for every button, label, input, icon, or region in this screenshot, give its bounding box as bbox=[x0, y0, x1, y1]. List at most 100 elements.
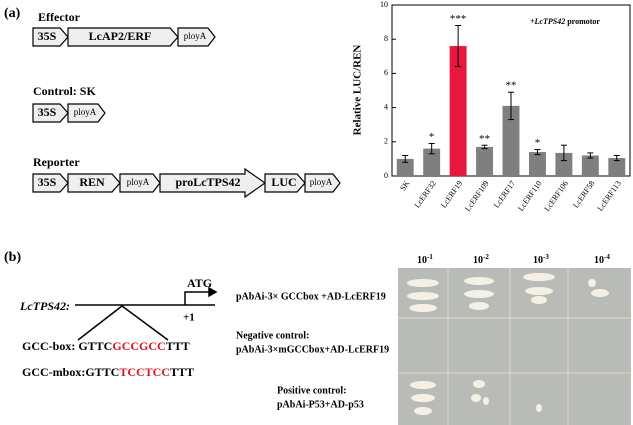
x-tick-label: LcERF32 bbox=[413, 179, 438, 210]
x-tick-label: SK bbox=[398, 179, 411, 193]
y-tick-label: 10 bbox=[380, 0, 388, 9]
seq-label: GCC-box: bbox=[22, 339, 78, 353]
significance-label: ** bbox=[479, 133, 490, 145]
part bbox=[67, 27, 179, 47]
part bbox=[264, 173, 306, 193]
error-bar bbox=[560, 144, 567, 162]
part-label: LUC bbox=[271, 175, 296, 189]
dilution-label: 10-2 bbox=[473, 253, 489, 267]
colony bbox=[414, 407, 432, 415]
colony bbox=[591, 289, 609, 297]
y-tick-label: 8 bbox=[384, 34, 388, 43]
annotation-text: promotor bbox=[565, 17, 600, 26]
seq-label: GCC-mbox: bbox=[22, 365, 85, 379]
section-title: Effector bbox=[38, 10, 81, 24]
panel-label: (b) bbox=[4, 250, 21, 265]
part bbox=[32, 27, 69, 47]
dilution-exp: -1 bbox=[427, 253, 433, 261]
error-bar bbox=[534, 148, 541, 156]
x-tick-label: LcERF17 bbox=[492, 179, 517, 210]
bar bbox=[555, 152, 573, 176]
bar-chart: Relative LUC/REN +LcTPS42 promotor 0 2 4 6 8… bbox=[352, 0, 631, 213]
part bbox=[159, 167, 267, 199]
dilution-base: 10 bbox=[533, 255, 543, 266]
x-tick-label: LcERF113 bbox=[596, 179, 623, 213]
seq: TTT bbox=[170, 365, 194, 379]
gcc-mbox: GCC-mbox:GTTCTCCTCCTTT bbox=[22, 365, 194, 379]
y-tick-label: 0 bbox=[384, 171, 388, 180]
part bbox=[177, 27, 216, 47]
row-label: pAbAi-3× GCCbox +AD-LcERF19 bbox=[236, 291, 386, 302]
reporter-construct: 35S REN ployA proLcTPS42 LUC ployA bbox=[32, 167, 341, 199]
row-label: Positive control: bbox=[277, 385, 347, 396]
error-bar bbox=[402, 154, 409, 163]
part-label: ployA bbox=[184, 31, 207, 41]
colony bbox=[407, 292, 439, 300]
bar bbox=[528, 152, 546, 176]
part bbox=[32, 103, 69, 123]
significance-label: *** bbox=[450, 13, 467, 25]
part bbox=[67, 173, 121, 193]
gcc-box: GCC-box: GTTCGCCGCCTTT bbox=[22, 339, 190, 353]
dilution-base: 10 bbox=[594, 255, 604, 266]
seq-motif: TCCTCC bbox=[119, 365, 170, 379]
significance-label: ** bbox=[506, 80, 517, 92]
start-codon: ATG bbox=[187, 276, 212, 290]
y-tick-label: 6 bbox=[384, 68, 388, 77]
y-tick-label: 2 bbox=[384, 137, 388, 146]
seq-motif: GCCGCC bbox=[112, 339, 165, 353]
colony bbox=[464, 290, 494, 298]
row-label: pAbAi-3×mGCCbox+AD-LcERF19 bbox=[236, 344, 389, 355]
error-bar bbox=[428, 143, 435, 155]
bar bbox=[608, 158, 626, 176]
bar bbox=[449, 46, 467, 176]
part-label: ployA bbox=[74, 107, 97, 117]
dilution-exp: -4 bbox=[604, 253, 610, 261]
part-label: REN bbox=[79, 175, 105, 189]
x-tick-label: LcERF19 bbox=[439, 179, 464, 210]
section-title: Reporter bbox=[33, 155, 80, 169]
colony bbox=[411, 394, 435, 402]
part bbox=[304, 173, 341, 193]
part-label: proLcTPS42 bbox=[175, 175, 240, 189]
dilution-exp: -3 bbox=[543, 253, 549, 261]
colony bbox=[523, 273, 555, 281]
row-label: Negative control: bbox=[236, 330, 309, 341]
colony bbox=[409, 304, 437, 312]
colony bbox=[473, 380, 485, 388]
annotation: +LcTPS42 promotor bbox=[530, 17, 600, 26]
colony bbox=[536, 404, 542, 412]
colony bbox=[531, 296, 547, 304]
error-bar bbox=[481, 144, 488, 150]
x-tick-label: LcERF109 bbox=[463, 179, 491, 213]
part-label: ployA bbox=[310, 177, 333, 187]
control-construct: 35S ployA bbox=[32, 103, 106, 123]
part bbox=[32, 173, 69, 193]
colony bbox=[471, 394, 481, 402]
part bbox=[67, 103, 106, 123]
tss-arrow bbox=[184, 291, 210, 305]
part-label: 35S bbox=[38, 175, 57, 189]
bar bbox=[396, 158, 414, 176]
error-bar bbox=[508, 91, 514, 121]
bar bbox=[581, 155, 599, 176]
dilution-base: 10 bbox=[473, 255, 483, 266]
seq: GTTC bbox=[78, 339, 112, 353]
tss-position: +1 bbox=[183, 312, 195, 324]
significance-label: * bbox=[535, 137, 541, 149]
colony bbox=[588, 279, 596, 287]
row-label: pAbAi-P53+AD-p53 bbox=[277, 399, 364, 410]
dilution-label: 10-1 bbox=[417, 253, 433, 267]
colony bbox=[483, 397, 489, 405]
colony bbox=[407, 279, 439, 287]
arrow-head bbox=[208, 286, 218, 298]
part bbox=[119, 173, 161, 193]
gene-label: LcTPS42: bbox=[19, 299, 70, 313]
x-tick-label: LcERF58 bbox=[571, 179, 596, 210]
y-axis-label: Relative LUC/REN bbox=[352, 45, 364, 136]
x-tick-label: LcERF106 bbox=[543, 179, 571, 213]
dilution-base: 10 bbox=[417, 255, 427, 266]
colony bbox=[525, 287, 553, 295]
bar bbox=[476, 146, 494, 176]
